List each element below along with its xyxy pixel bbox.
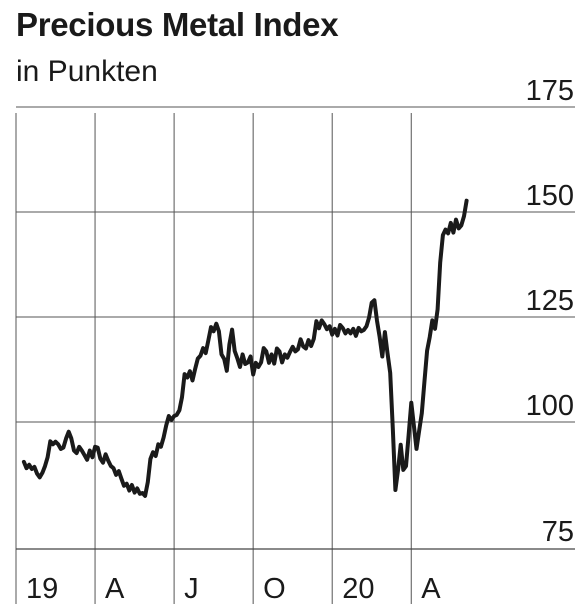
x-tick-label-A-1: A [105,573,125,605]
y-tick-label-175: 175 [526,75,574,107]
x-gridlines [15,113,412,604]
y-tick-label-150: 150 [526,180,574,212]
x-tick-labels: 19 A J O 20 A [26,573,441,605]
y-tick-label-125: 125 [526,285,574,317]
chart-subtitle: in Punkten [16,55,158,88]
chart-title: Precious Metal Index [16,6,339,43]
index-series-line [21,198,469,498]
x-tick-label-O-3: O [263,573,286,605]
y-tick-label-75: 75 [542,516,574,548]
y-gridlines [16,106,575,423]
x-tick-label-20-4: 20 [342,573,374,605]
x-tick-label-J-2: J [184,573,199,605]
y-tick-label-100: 100 [526,390,574,422]
x-tick-label-A-5: A [421,573,441,605]
y-tick-labels: 175 150 125 100 75 [526,75,574,548]
x-tick-label-19-0: 19 [26,573,58,605]
